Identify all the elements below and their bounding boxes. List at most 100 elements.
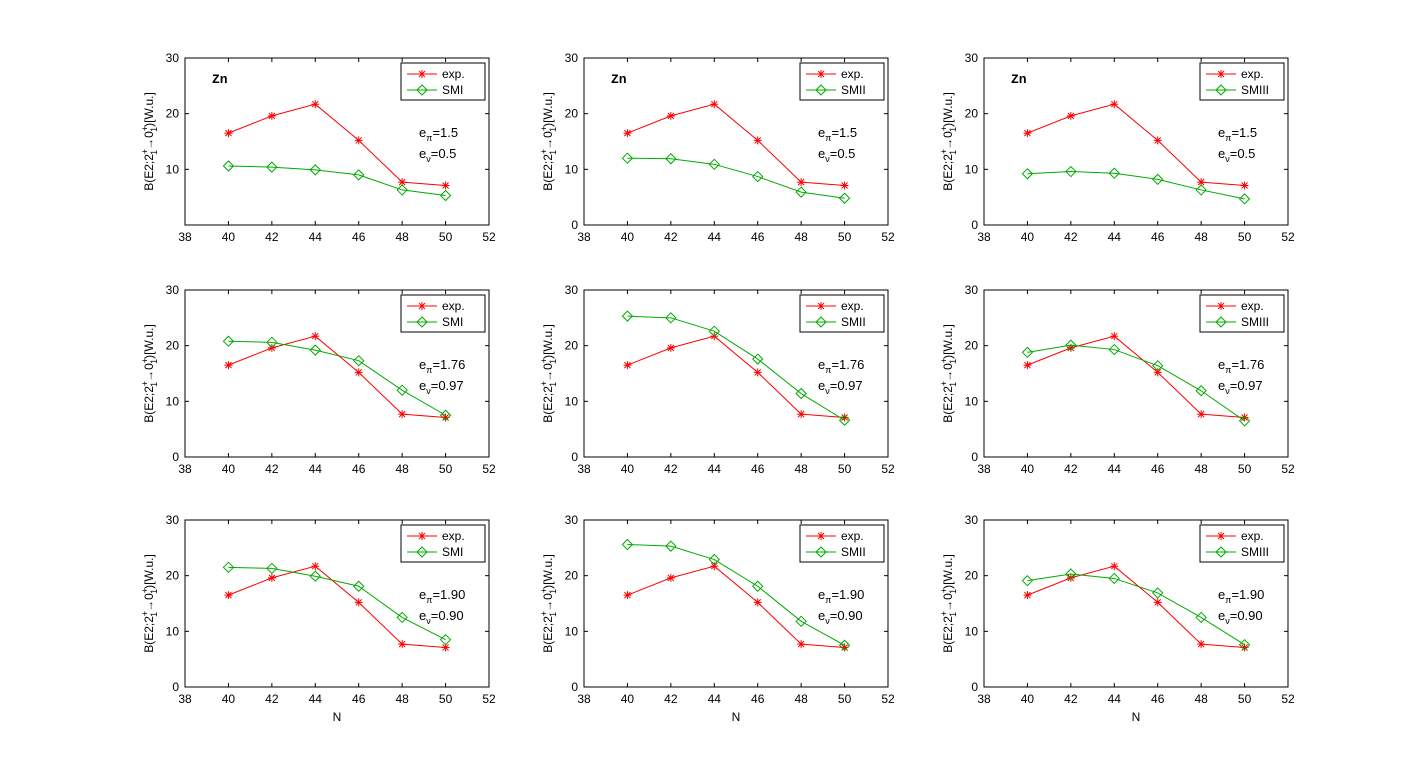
ann-sub: ν (426, 616, 431, 626)
x-tick-label: 44 (708, 230, 722, 244)
ann-part: e (1218, 357, 1225, 372)
marker-stroke (1154, 137, 1162, 144)
data-point-exp (398, 640, 407, 649)
x-tick-label: 52 (881, 230, 895, 244)
subplot-r2c1: 38 40 42 44 46 48 50 520102030B(E2;2+1→0+1)[W.u… (539, 513, 895, 724)
ylabel-part: B(E2;2 (941, 616, 955, 653)
ylabel-part: →0 (142, 593, 156, 612)
ylabel-part: )[W.u.] (941, 554, 955, 589)
data-point-model (665, 153, 677, 165)
y-tick-label: 10 (565, 624, 579, 638)
marker-stroke (311, 332, 319, 340)
ann-value: =0.5 (830, 146, 856, 161)
ann-sub: ν (426, 154, 431, 164)
ylabel-part: )[W.u.] (941, 92, 955, 127)
x-tick-label: 52 (1281, 230, 1295, 244)
y-tick-label: 20 (565, 569, 579, 583)
marker-stroke (268, 112, 276, 120)
data-point-model (621, 538, 634, 551)
data-point-exp (1240, 181, 1249, 190)
x-tick-label: 52 (1281, 462, 1295, 476)
data-point-model (1238, 638, 1251, 651)
ann-value: =1.76 (1231, 357, 1264, 372)
data-point-exp (1153, 598, 1162, 607)
y-axis-label: B(E2;2+1→0+1)[W.u.] (539, 324, 558, 423)
ann-value: =1.90 (831, 587, 864, 602)
data-point-exp (441, 181, 450, 190)
marker-stroke (311, 562, 319, 570)
x-axis-label: N (1132, 710, 1141, 724)
legend-entry-label: SMI (442, 315, 463, 329)
x-tick-label: 46 (751, 462, 765, 476)
data-point-model (665, 312, 677, 324)
ylabel-part: )[W.u.] (142, 554, 156, 589)
series-line-exp (627, 103, 845, 186)
ylabel-part: →0 (941, 131, 955, 150)
marker-stroke (442, 644, 449, 651)
marker-stroke (841, 644, 848, 651)
data-point-exp (1066, 573, 1075, 582)
ann-sub: π (426, 133, 432, 143)
legend-entry-label: SMI (442, 83, 463, 97)
marker-stroke (667, 112, 675, 120)
data-point-model (1021, 574, 1034, 587)
x-tick-label: 44 (309, 462, 323, 476)
data-point-exp (666, 573, 675, 582)
data-point-exp (623, 129, 632, 138)
element-label: Zn (212, 72, 228, 87)
ann-part: e (818, 608, 825, 623)
data-point-model (795, 186, 807, 198)
legend-entry-label: exp. (1241, 67, 1264, 81)
ylabel-sub: 1 (149, 382, 159, 387)
marker-stroke (710, 100, 718, 108)
y-tick-label: 10 (565, 162, 579, 176)
series-line-model (228, 165, 446, 196)
ann-part: e (818, 146, 825, 161)
data-point-model (396, 184, 408, 196)
ann-value: =1.5 (1231, 125, 1257, 140)
legend-box (799, 62, 885, 101)
x-tick-label: 50 (838, 230, 852, 244)
ylabel-sub: 1 (149, 589, 159, 594)
marker-stroke (418, 532, 426, 540)
subplot-r1c1: 38 40 42 44 46 48 50 520102030B(E2;2+1→0+1)[W.u… (539, 283, 895, 476)
legend-entry-label: SMII (841, 315, 866, 329)
legend-marker-exp (817, 70, 825, 78)
data-point-model (266, 336, 278, 349)
data-point-model (439, 409, 452, 421)
data-point-exp (311, 562, 320, 571)
x-tick-label: 44 (1108, 230, 1122, 244)
y-tick-label: 10 (166, 162, 180, 176)
marker-stroke (1154, 599, 1162, 606)
data-point-model (621, 152, 634, 164)
legend: exp. SMIII (1199, 294, 1285, 333)
x-tick-label: 46 (352, 692, 366, 706)
data-point-model (353, 169, 365, 181)
y-tick-label: 30 (965, 51, 979, 65)
ann-sub: π (426, 595, 432, 605)
ylabel-part: )[W.u.] (541, 554, 555, 589)
legend-marker-model (1215, 84, 1227, 96)
marker-stroke (1110, 332, 1118, 340)
data-point-exp (1110, 100, 1119, 109)
legend-entry-label: exp. (841, 67, 864, 81)
legend: exp. SMI (400, 524, 486, 563)
data-point-model (1021, 346, 1034, 359)
x-tick-label: 38 (178, 462, 192, 476)
legend: exp. SMI (400, 294, 486, 333)
marker-stroke (1024, 361, 1031, 369)
ann-sub: π (825, 133, 831, 143)
series-line-model (1027, 573, 1245, 646)
e-nu-annotation: eν=0.97 (1218, 378, 1263, 396)
ylabel-sub: 1 (948, 359, 958, 364)
data-point-exp (666, 343, 675, 352)
ylabel-sup: + (939, 358, 949, 363)
ann-sub: ν (426, 386, 431, 396)
data-point-model (1152, 587, 1164, 599)
legend-marker-exp (1217, 532, 1225, 540)
data-point-model (752, 170, 764, 183)
x-tick-label: 42 (664, 692, 678, 706)
data-point-model (1152, 359, 1164, 372)
x-tick-label: 46 (1151, 462, 1165, 476)
ann-value: =0.5 (431, 146, 457, 161)
